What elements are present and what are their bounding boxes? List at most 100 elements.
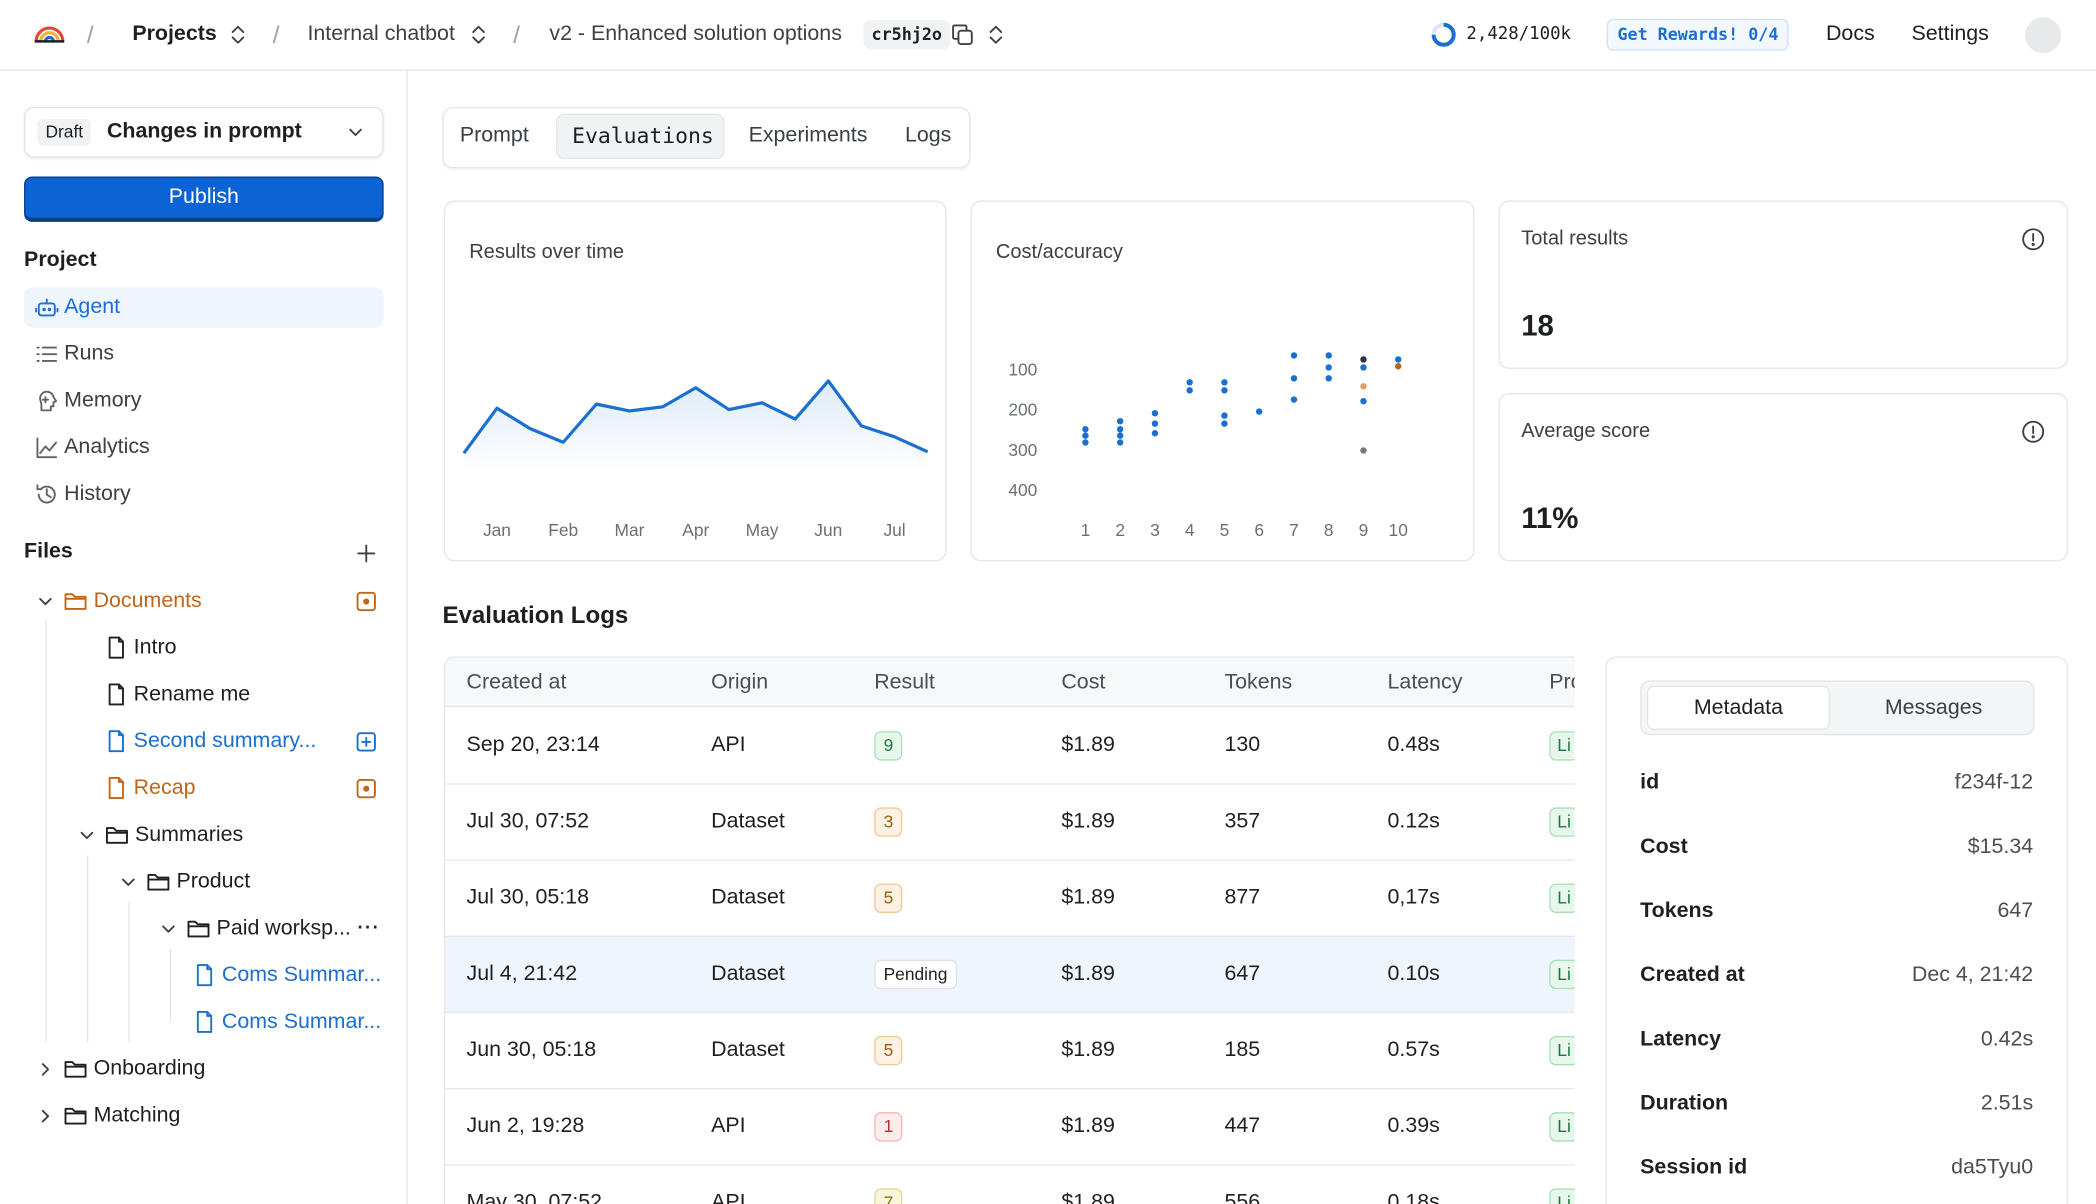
breadcrumb[interactable]: Projects xyxy=(132,22,217,46)
file-label[interactable]: Coms Summar... xyxy=(221,1010,382,1034)
icon-part xyxy=(122,878,135,886)
folder-label[interactable]: Summaries xyxy=(135,823,244,847)
details-tab[interactable]: Messages xyxy=(1884,696,1983,720)
x-tick-label: 6 xyxy=(1254,520,1264,540)
folder-label[interactable]: Paid worksp... xyxy=(216,916,351,940)
tree-chevron xyxy=(37,1061,53,1077)
table-cell: Dataset xyxy=(711,1038,785,1062)
scatter-point xyxy=(1151,430,1159,437)
tab[interactable]: Prompt xyxy=(459,124,529,148)
table-cell: Jul 30, 07:52 xyxy=(466,810,589,833)
line xyxy=(462,379,929,455)
more-menu[interactable]: ··· xyxy=(355,911,380,942)
icon-part xyxy=(108,777,124,799)
table-cell: 877 xyxy=(1224,886,1261,909)
result-badge: 9 xyxy=(874,731,903,761)
breadcrumb[interactable]: v2 - Enhanced solution options xyxy=(549,22,842,46)
icon-part xyxy=(64,1061,87,1078)
file-label[interactable]: Coms Summar... xyxy=(221,963,382,987)
nav-link[interactable]: Docs xyxy=(1825,22,1875,46)
x-tick-label: Apr xyxy=(682,520,709,540)
details-tabs: Metadata Messages xyxy=(1640,680,2035,736)
icon-part xyxy=(108,683,124,706)
table-cell: Sep 20, 23:14 xyxy=(466,733,600,757)
field-label: Latency xyxy=(1640,1027,1721,1051)
draft-select[interactable]: Draft Changes in prompt xyxy=(24,106,384,158)
icon-part xyxy=(41,1109,50,1123)
icon-part xyxy=(349,128,362,136)
nav-item[interactable]: Memory xyxy=(64,388,142,412)
tab[interactable]: Evaluations xyxy=(572,122,714,149)
top-bar xyxy=(0,0,2096,71)
column-header: Origin xyxy=(711,671,769,694)
icon-part xyxy=(108,730,124,753)
icon-part xyxy=(206,964,213,971)
nav-item[interactable]: History xyxy=(64,482,131,506)
scatter-point xyxy=(1116,432,1124,439)
table-cell: 357 xyxy=(1224,810,1261,833)
commit-badge[interactable]: cr5hj2o xyxy=(863,20,950,50)
avatar[interactable] xyxy=(2025,17,2062,54)
section-title: Evaluation Logs xyxy=(442,601,629,629)
scatter-point xyxy=(1116,439,1124,446)
file-icon xyxy=(107,730,126,753)
nav-item[interactable]: Agent xyxy=(64,295,121,319)
nav-link[interactable]: Settings xyxy=(1911,22,1989,46)
scatter-point xyxy=(1360,447,1367,454)
file-label[interactable]: Rename me xyxy=(133,683,251,706)
file-label[interactable]: Recap xyxy=(133,776,196,800)
tab[interactable]: Logs xyxy=(904,124,952,148)
folder-label[interactable]: Matching xyxy=(93,1104,181,1127)
icon-part xyxy=(39,597,52,606)
icon-part xyxy=(361,736,372,747)
breadcrumb[interactable]: Internal chatbot xyxy=(307,22,455,46)
icon-part xyxy=(357,544,376,563)
scatter-point xyxy=(1082,432,1089,439)
field-value: $15.34 xyxy=(1967,835,2034,859)
tab[interactable]: Experiments xyxy=(748,124,868,148)
scatter-point xyxy=(1325,375,1332,382)
icon-part xyxy=(356,732,376,752)
icon-part xyxy=(356,779,376,799)
usage: 2,428/100k xyxy=(1466,24,1572,45)
nav-item[interactable]: Runs xyxy=(64,342,115,365)
x-tick-label: 10 xyxy=(1389,520,1408,540)
publish-button[interactable]: Publish xyxy=(24,176,384,222)
folder-label[interactable]: Product xyxy=(176,870,251,893)
tab-bar: Prompt Evaluations Experiments Logs xyxy=(442,106,971,169)
details-tab[interactable]: Metadata xyxy=(1693,696,1784,720)
table-cell: 0.39s xyxy=(1387,1114,1440,1138)
icon-part xyxy=(231,25,245,44)
table-cell: Dataset xyxy=(711,810,785,833)
file-label[interactable]: Intro xyxy=(133,636,177,660)
table-cell: Jun 2, 19:28 xyxy=(466,1114,585,1138)
row-divider xyxy=(445,1088,1575,1090)
icon-part xyxy=(356,779,376,799)
icon-part xyxy=(36,437,58,459)
icon-part xyxy=(39,597,52,606)
icon-part xyxy=(2031,435,2035,439)
tree-guide xyxy=(86,855,89,1043)
switcher-icon xyxy=(471,24,487,45)
folder-label[interactable]: Onboarding xyxy=(93,1057,206,1081)
rewards-button[interactable]: Get Rewards! 0/4 xyxy=(1606,18,1790,51)
folder-icon xyxy=(64,1059,87,1079)
icon-part xyxy=(36,484,56,504)
x-tick-label: Jun xyxy=(814,520,842,540)
icon-part xyxy=(147,873,170,891)
file-label[interactable]: Second summary... xyxy=(133,729,317,753)
x-tick-label: 7 xyxy=(1289,520,1299,540)
table-cell: $1.89 xyxy=(1061,733,1115,757)
icon-part xyxy=(36,346,58,362)
nav-icon xyxy=(35,342,59,366)
folder-icon xyxy=(64,591,87,611)
icon-part xyxy=(106,827,128,844)
icon-part xyxy=(2022,420,2045,443)
scatter-point xyxy=(1290,375,1298,382)
scatter-point xyxy=(1221,420,1228,427)
table-cell: Jul 30, 05:18 xyxy=(466,886,589,909)
folder-label[interactable]: Documents xyxy=(93,589,202,613)
chart-card: Cost/accuracy 100 200 300 400 1 2 3 4 5 6 7 8 9 10 xyxy=(970,200,1475,562)
file-icon xyxy=(107,636,126,659)
nav-item[interactable]: Analytics xyxy=(64,435,150,459)
